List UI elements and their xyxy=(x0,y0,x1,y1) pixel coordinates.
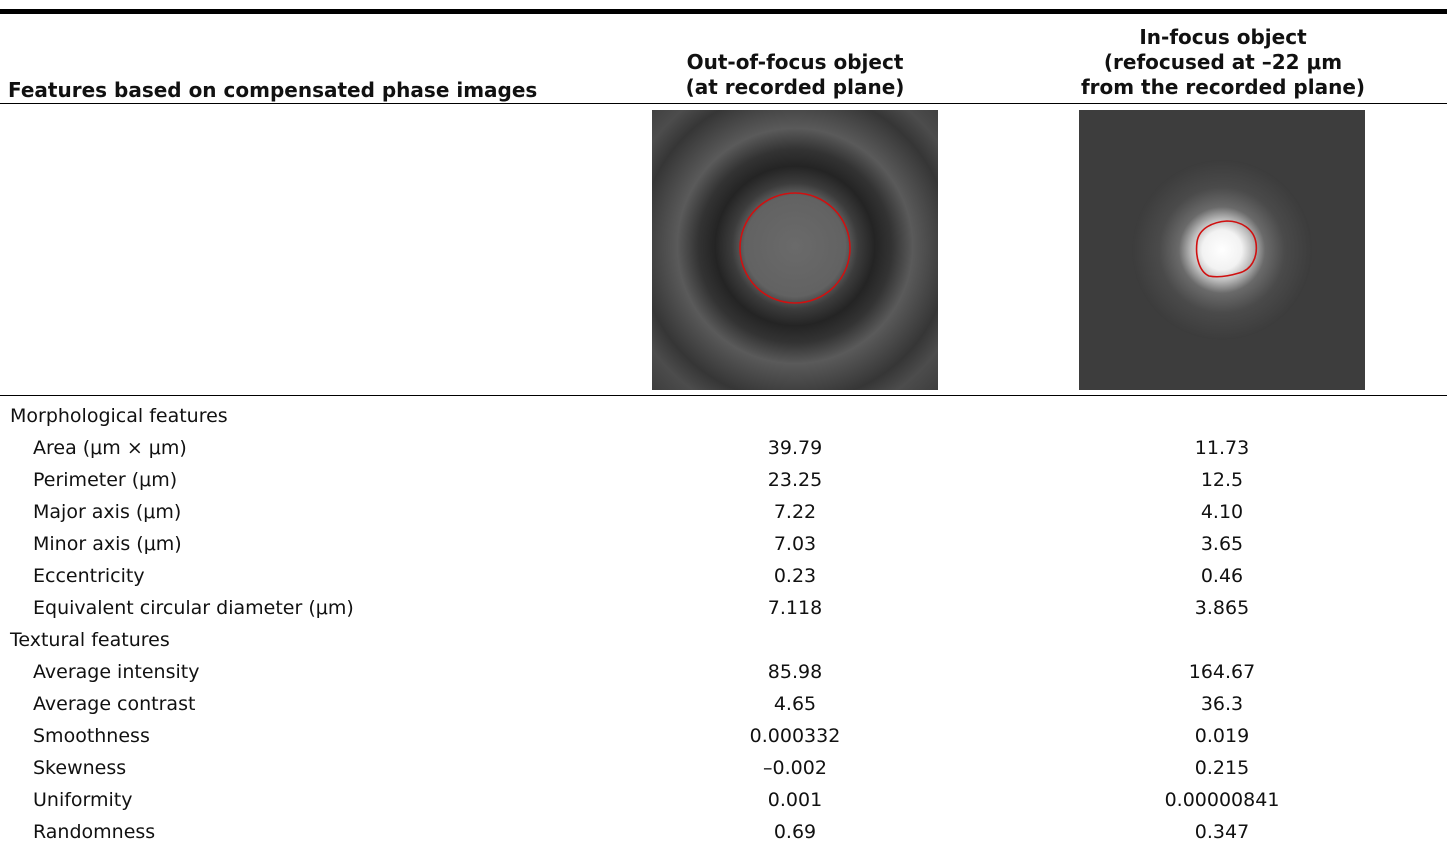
group-row: Textural features xyxy=(0,624,1447,656)
out-of-focus-value: 23.25 xyxy=(767,469,823,491)
in-focus-value: 3.65 xyxy=(1200,533,1244,555)
header-in-line-1: In-focus object xyxy=(1139,25,1307,49)
table-row: Skewness –0.002 0.215 xyxy=(0,752,1447,784)
header-in-line-2: (refocused at –22 μm xyxy=(1103,50,1343,74)
image-rule xyxy=(0,395,1447,396)
table-row: Randomness 0.69 0.347 xyxy=(0,816,1447,848)
out-of-focus-contour xyxy=(739,192,851,304)
out-of-focus-image xyxy=(652,110,938,390)
feature-label: Eccentricity xyxy=(33,565,145,587)
group-row: Morphological features xyxy=(0,400,1447,432)
out-of-focus-value: 0.000332 xyxy=(749,725,841,747)
in-focus-value: 0.215 xyxy=(1194,757,1250,779)
feature-label: Equivalent circular diameter (μm) xyxy=(33,597,354,619)
header-features: Features based on compensated phase imag… xyxy=(8,78,537,103)
in-focus-value: 12.5 xyxy=(1200,469,1244,491)
header-in-line-3: from the recorded plane) xyxy=(1080,75,1366,99)
feature-label: Skewness xyxy=(33,757,127,779)
table-row: Smoothness 0.000332 0.019 xyxy=(0,720,1447,752)
table-row: Equivalent circular diameter (μm) 7.118 3.… xyxy=(0,592,1447,624)
out-of-focus-value: 7.03 xyxy=(773,533,817,555)
in-focus-value: 3.865 xyxy=(1194,597,1250,619)
feature-label: Uniformity xyxy=(33,789,133,811)
feature-label: Minor axis (μm) xyxy=(33,533,182,555)
in-focus-image xyxy=(1079,110,1365,390)
in-focus-value: 0.00000841 xyxy=(1164,789,1280,811)
in-focus-glow xyxy=(1132,160,1312,340)
header-in-focus: In-focus object (refocused at –22 μm fro… xyxy=(1070,25,1376,100)
feature-label: Area (μm × μm) xyxy=(33,437,187,459)
in-focus-value: 4.10 xyxy=(1200,501,1244,523)
out-of-focus-value: 7.22 xyxy=(773,501,817,523)
out-of-focus-value: –0.002 xyxy=(763,757,827,779)
in-focus-phase-svg xyxy=(1079,110,1365,390)
out-of-focus-value: 4.65 xyxy=(773,693,817,715)
out-of-focus-value: 0.69 xyxy=(773,821,817,843)
header-rule xyxy=(0,103,1447,104)
out-of-focus-value: 85.98 xyxy=(767,661,823,683)
table-row: Average contrast 4.65 36.3 xyxy=(0,688,1447,720)
table-row: Eccentricity 0.23 0.46 xyxy=(0,560,1447,592)
table-row: Area (μm × μm) 39.79 11.73 xyxy=(0,432,1447,464)
table-top-rule xyxy=(0,9,1447,14)
table-row: Average intensity 85.98 164.67 xyxy=(0,656,1447,688)
feature-label: Average contrast xyxy=(33,693,196,715)
out-of-focus-phase-svg xyxy=(652,110,938,390)
in-focus-contour xyxy=(1195,220,1258,278)
in-focus-value: 36.3 xyxy=(1200,693,1244,715)
out-of-focus-value: 0.001 xyxy=(767,789,823,811)
table-row: Minor axis (μm) 7.03 3.65 xyxy=(0,528,1447,560)
in-focus-value: 0.019 xyxy=(1194,725,1250,747)
out-of-focus-background xyxy=(652,110,938,390)
table-row: Major axis (μm) 7.22 4.10 xyxy=(0,496,1447,528)
group-title: Textural features xyxy=(10,629,170,651)
feature-label: Smoothness xyxy=(33,725,150,747)
out-of-focus-value: 7.118 xyxy=(767,597,823,619)
feature-table-body: Morphological features Area (μm × μm) 39.7… xyxy=(0,400,1447,848)
feature-label: Perimeter (μm) xyxy=(33,469,178,491)
in-focus-value: 164.67 xyxy=(1188,661,1256,683)
in-focus-value: 11.73 xyxy=(1194,437,1250,459)
in-focus-value: 0.46 xyxy=(1200,565,1244,587)
header-out-line-2: (at recorded plane) xyxy=(685,75,905,99)
feature-label: Randomness xyxy=(33,821,156,843)
out-of-focus-value: 0.23 xyxy=(773,565,817,587)
table-row: Uniformity 0.001 0.00000841 xyxy=(0,784,1447,816)
feature-label: Average intensity xyxy=(33,661,200,683)
table-row: Perimeter (μm) 23.25 12.5 xyxy=(0,464,1447,496)
in-focus-value: 0.347 xyxy=(1194,821,1250,843)
header-out-of-focus: Out-of-focus object (at recorded plane) xyxy=(652,50,938,100)
out-of-focus-value: 39.79 xyxy=(767,437,823,459)
header-out-line-1: Out-of-focus object xyxy=(686,50,904,74)
header-features-text: Features based on compensated phase imag… xyxy=(8,78,538,102)
feature-label: Major axis (μm) xyxy=(33,501,182,523)
group-title: Morphological features xyxy=(10,405,228,427)
